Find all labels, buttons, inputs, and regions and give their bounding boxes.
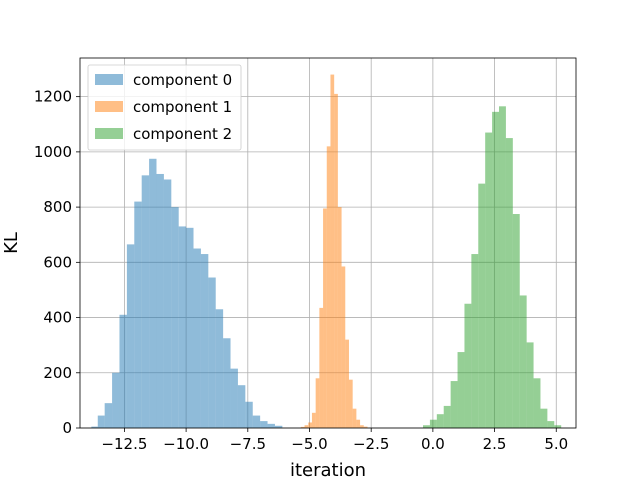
y-tick-label: 200 <box>43 364 72 382</box>
histogram-bar <box>499 106 506 428</box>
histogram-bar <box>464 303 472 428</box>
legend-label: component 2 <box>133 125 232 143</box>
y-axis-label: KL <box>1 232 22 254</box>
histogram-bar <box>554 425 562 428</box>
x-tick-label: −5.0 <box>291 435 327 453</box>
histogram-bar <box>112 372 120 428</box>
histogram-bar <box>478 183 486 428</box>
histogram-bar <box>352 408 357 428</box>
histogram-bar <box>178 226 187 428</box>
histogram-bar <box>519 295 527 428</box>
histogram-bar <box>252 415 261 428</box>
series-0-bars <box>91 158 283 429</box>
histogram-bars <box>91 74 562 429</box>
histogram-bar <box>471 254 479 428</box>
x-tick-label: 5.0 <box>544 435 568 453</box>
histogram-bar <box>267 423 275 428</box>
histogram-bar <box>141 175 150 428</box>
legend-swatch <box>95 128 123 139</box>
x-tick-label: −12.5 <box>101 435 147 453</box>
legend-label: component 0 <box>133 71 232 89</box>
x-tick-label: −2.5 <box>353 435 389 453</box>
histogram-bar <box>104 403 113 428</box>
histogram-bar <box>356 419 361 428</box>
histogram-bar <box>208 277 216 428</box>
histogram-bar <box>348 379 353 428</box>
histogram-bar <box>200 254 209 428</box>
series-2-bars <box>423 106 562 428</box>
x-tick-label: 2.5 <box>483 435 507 453</box>
histogram-bar <box>300 426 305 428</box>
histogram-bar <box>330 74 335 428</box>
histogram-bar <box>308 422 312 428</box>
histogram-bar <box>345 339 349 428</box>
histogram-bar <box>443 405 451 428</box>
histogram-bar <box>341 266 346 428</box>
histogram-bar <box>156 173 164 428</box>
histogram-bar <box>149 158 157 429</box>
histogram-bar <box>260 421 268 428</box>
histogram-bar <box>540 408 548 428</box>
histogram-bar <box>323 208 327 428</box>
histogram-bar <box>533 378 541 428</box>
histogram-bar <box>274 425 283 428</box>
histogram-bar <box>337 207 342 428</box>
histogram-bar <box>547 421 555 428</box>
histogram-bar <box>360 425 364 428</box>
legend-label: component 1 <box>133 98 232 116</box>
histogram-bar <box>363 426 368 428</box>
plot-frame <box>79 57 577 429</box>
histogram-bar <box>450 381 458 428</box>
histogram-bar <box>223 338 231 428</box>
histogram-bar <box>126 244 135 428</box>
y-tick-label: 1200 <box>34 88 72 106</box>
histogram-bar <box>163 179 172 428</box>
histogram-bar <box>97 415 105 428</box>
histogram-bar <box>334 93 338 429</box>
series-1-bars <box>300 74 368 429</box>
histogram-bar <box>311 412 316 428</box>
histogram-bar <box>492 111 500 428</box>
histogram-bar <box>485 132 493 428</box>
histogram-bar <box>512 214 520 428</box>
histogram-bar <box>237 385 246 428</box>
histogram-bar <box>171 207 179 428</box>
histogram-bar <box>304 425 309 428</box>
histogram-bar <box>119 314 127 428</box>
y-tick-label: 600 <box>43 253 72 271</box>
histogram-bar <box>134 201 142 428</box>
axis-ticks: −12.5 −10.0 −7.5 −5.0 −2.5 0.0 2.5 5.0 0 200 400 60… <box>34 88 568 453</box>
legend-swatch <box>95 74 123 85</box>
histogram-bar <box>245 401 253 428</box>
y-tick-label: 800 <box>43 198 72 216</box>
histogram-bar <box>429 419 437 428</box>
histogram-bar <box>315 378 320 428</box>
y-tick-label: 0 <box>62 419 72 437</box>
histogram-bar <box>91 426 98 428</box>
histogram-bar <box>326 146 331 428</box>
histogram-bar <box>505 138 513 428</box>
x-tick-label: 0.0 <box>421 435 445 453</box>
histogram-bar <box>186 227 194 428</box>
legend-swatch <box>95 101 123 112</box>
histogram-bar <box>423 425 430 428</box>
histogram-bar <box>319 307 324 428</box>
x-tick-label: −10.0 <box>163 435 209 453</box>
histogram-bar <box>526 342 534 428</box>
y-tick-label: 400 <box>43 309 72 327</box>
histogram-bar <box>215 309 224 428</box>
histogram-bar <box>230 368 238 428</box>
x-tick-label: −7.5 <box>230 435 266 453</box>
histogram-bar <box>436 414 444 428</box>
y-tick-label: 1000 <box>34 143 72 161</box>
legend: component 0 component 1 component 2 <box>87 64 242 151</box>
histogram-bar <box>193 248 201 428</box>
legend-box <box>87 64 242 151</box>
x-axis-label: iteration <box>290 460 366 480</box>
histogram-bar <box>457 352 465 428</box>
